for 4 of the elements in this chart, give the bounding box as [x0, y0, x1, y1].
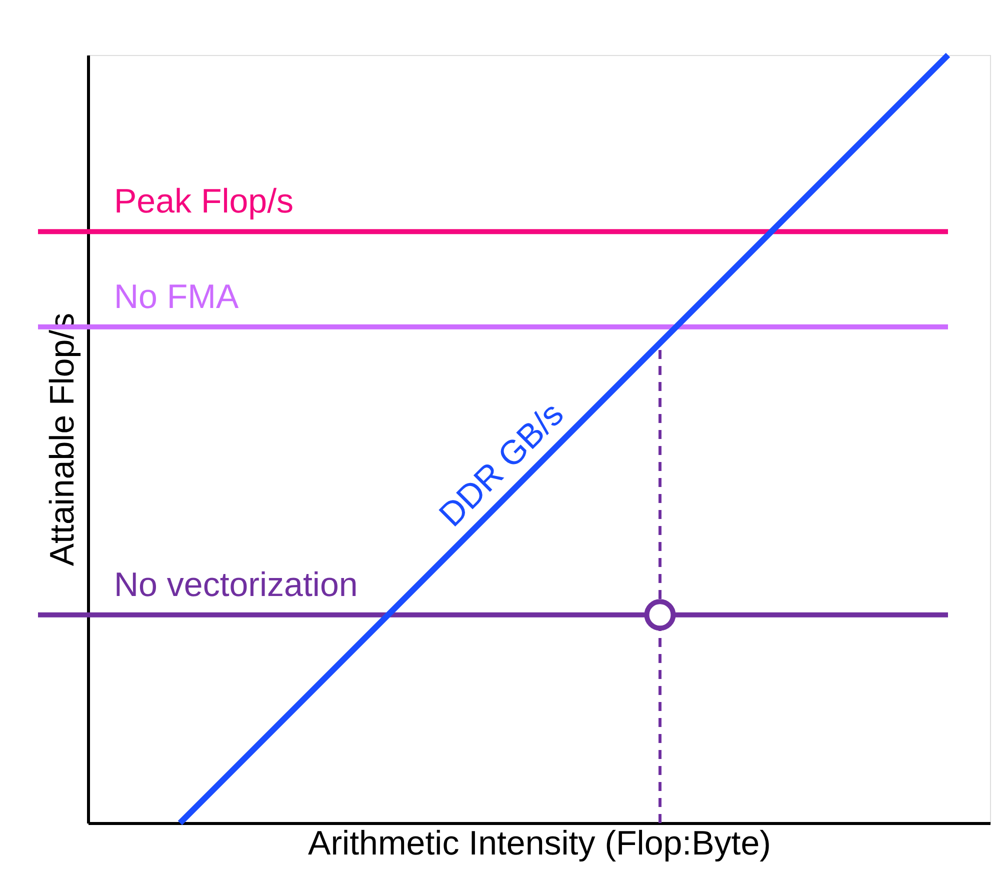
ref-line-label: Peak Flop/s: [114, 182, 294, 221]
x-axis-title: Arithmetic Intensity (Flop:Byte): [308, 824, 771, 862]
ref-line-label: No vectorization: [114, 566, 358, 604]
ref-line-label: No FMA: [114, 278, 239, 316]
